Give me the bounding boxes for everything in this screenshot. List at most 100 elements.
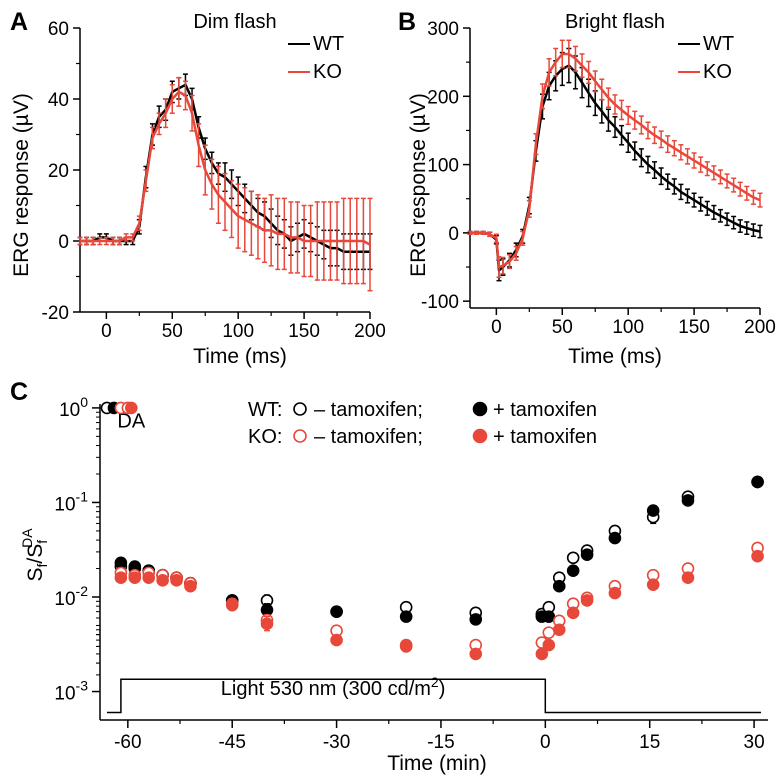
panel-c-point [608, 586, 622, 600]
panel-c-stimulus-label: Light 530 nm (300 cd/m2) [221, 674, 446, 700]
panel-b-xlabel: Time (ms) [568, 345, 662, 368]
panel-c-x-tick-label: -60 [114, 732, 141, 753]
panel-b-series-wt [467, 47, 763, 282]
panel-b-y-tick-label: 0 [448, 224, 459, 245]
panel-a-x-tick-label: 100 [222, 321, 254, 342]
panel-c-y-tick-label: 100 [59, 394, 88, 421]
panel-c-stimulus-trace [107, 678, 761, 714]
panel-c-point [125, 401, 138, 415]
panel-c-point [535, 647, 549, 661]
panel-c-y-tick-label: 10-2 [54, 583, 88, 610]
panel-c-series-3 [114, 401, 764, 661]
panel-b-series-ko [467, 39, 763, 279]
panel-c-point [580, 548, 594, 562]
panel-c-letter: C [10, 378, 28, 406]
panel-c-ylabel: Sf/SfDA [19, 528, 50, 582]
panel-c-point [469, 613, 483, 626]
panel-a-y-tick-label: -20 [42, 303, 69, 324]
panel-a-y-tick-label: 20 [48, 161, 69, 182]
panel-c: C Time (min) Sf/SfDA -60 -45 -30 -15 0 15 30 10… [10, 378, 768, 775]
panel-c-x-tick-label: 30 [744, 732, 765, 753]
panel-c-legend-prefix: KO: [248, 426, 282, 448]
panel-c-point [469, 647, 483, 661]
panel-a-y-tick-label: 0 [58, 232, 69, 253]
panel-a-legend-label-wt: WT [313, 33, 344, 55]
panel-c-series-1 [107, 401, 764, 626]
panel-c-point [330, 605, 343, 618]
panel-c-series-0 [100, 401, 764, 621]
panel-c-x-tick-label: 0 [540, 732, 551, 753]
panel-a-ylabel: ERG response (µV) [10, 93, 33, 277]
panel-a-series-ko [77, 76, 373, 292]
panel-c-point [566, 564, 580, 577]
panel-c-point [646, 578, 660, 591]
panel-c-point [552, 623, 566, 637]
panel-b-x-tick-label: 0 [491, 317, 502, 338]
panel-c-point [184, 579, 197, 593]
panel-c-point [681, 494, 695, 507]
panel-a-x-tick-label: 50 [162, 321, 183, 342]
panel-b-y-tick-label: 200 [427, 87, 459, 108]
panel-a-legend-label-ko: KO [313, 61, 342, 83]
panel-c-point [751, 549, 764, 563]
panel-a-x-tick-label: 0 [101, 321, 112, 342]
panel-b-y-tick-label: 100 [427, 156, 459, 177]
panel-c-legend-item: + tamoxifen [493, 399, 597, 421]
panel-c-point [751, 475, 764, 489]
panel-b-line-wt [470, 64, 761, 272]
panel-c-point [552, 579, 566, 593]
panel-c-point [114, 571, 128, 584]
panel-c-point [608, 531, 622, 545]
panel-a-line-ko [80, 90, 371, 246]
panel-b-line-ko [470, 52, 761, 269]
panel-c-point [170, 574, 183, 587]
panel-c-point [681, 571, 695, 584]
panel-a-x-tick-label: 200 [354, 321, 386, 342]
panel-c-point [399, 640, 413, 653]
panel-b-title: Bright flash [565, 11, 665, 33]
panel-a-y-tick-label: 60 [48, 19, 69, 40]
panel-c-x-tick-label: -30 [323, 732, 350, 753]
panel-c-x-tick-label: -45 [218, 732, 245, 753]
panel-a-title: Dim flash [193, 11, 276, 33]
panel-a-xlabel: Time (ms) [193, 345, 287, 368]
panel-c-point [542, 610, 556, 623]
panel-c-point [399, 610, 413, 623]
panel-b-y-tick-label: 300 [427, 19, 459, 40]
panel-b: B Bright flash ERG response (µV) Time (m… [398, 8, 776, 368]
panel-a-y-tick-label: 40 [48, 90, 69, 111]
panel-c-point [142, 571, 156, 584]
panel-c-y-tick-label: 10-1 [54, 488, 88, 515]
panel-c-point [566, 606, 580, 620]
panel-c-legend-item: + tamoxifen [493, 426, 597, 448]
panel-c-x-tick-label: 15 [639, 732, 660, 753]
panel-c-point [542, 626, 556, 639]
panel-c-point [566, 551, 580, 565]
panel-c-legend-prefix: WT: [248, 399, 282, 421]
panel-c-legend-item: – tamoxifen; [314, 399, 423, 421]
panel-c-point [542, 638, 556, 652]
panel-c-point [260, 617, 274, 631]
panel-c-point [580, 594, 594, 607]
panel-c-da-annotation: DA [117, 411, 145, 433]
panel-c-legend-marker-filled [472, 428, 488, 444]
panel-b-y-tick-label: -100 [421, 292, 459, 313]
panel-c-legend-marker-open [293, 402, 307, 416]
panel-c-point [646, 504, 660, 517]
panel-c-legend-item: – tamoxifen; [314, 426, 423, 448]
panel-c-y-tick-label: 10-3 [54, 678, 88, 705]
panel-c-legend-marker-filled [472, 401, 488, 417]
panel-b-x-tick-label: 50 [552, 317, 573, 338]
panel-b-ylabel: ERG response (µV) [407, 93, 430, 277]
panel-c-point [330, 633, 343, 647]
panel-c-legend-marker-open [293, 429, 307, 443]
panel-c-xlabel: Time (min) [387, 752, 487, 775]
panel-b-x-tick-label: 100 [612, 317, 644, 338]
panel-a: A Dim flash ERG response (µV) Time (ms) … [10, 8, 386, 368]
panel-c-point [225, 598, 239, 612]
panel-b-legend-label-ko: KO [703, 61, 732, 83]
panel-a-letter: A [10, 8, 28, 36]
panel-b-x-tick-label: 200 [744, 317, 776, 338]
panel-b-x-tick-label: 150 [678, 317, 710, 338]
